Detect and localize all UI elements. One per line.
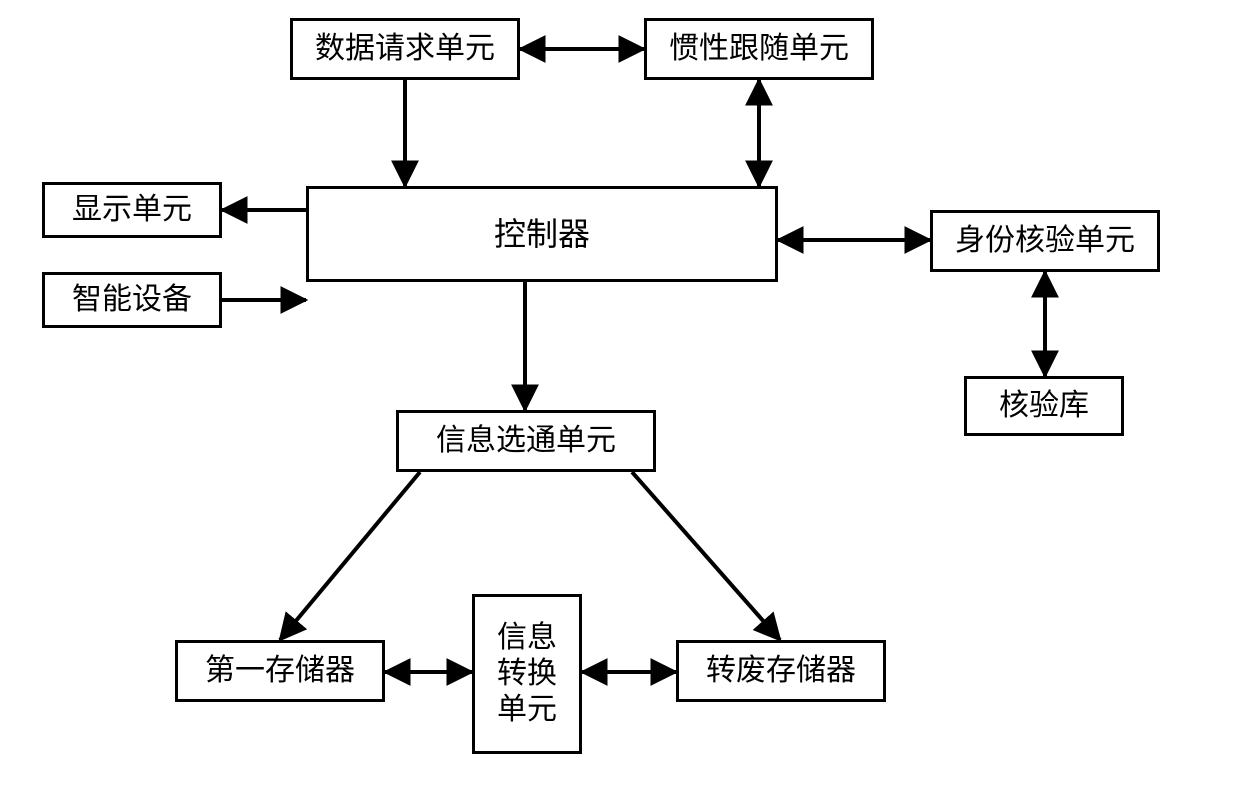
node-label: 显示单元 [72, 192, 192, 228]
node-data_request: 数据请求单元 [290, 18, 520, 80]
node-label: 控制器 [494, 215, 590, 253]
node-info_gate: 信息选通单元 [396, 410, 656, 472]
node-label: 身份核验单元 [955, 223, 1135, 259]
node-label: 转废存储器 [706, 653, 856, 689]
node-label: 信息选通单元 [436, 423, 616, 459]
node-label: 信息 转换 单元 [497, 620, 557, 728]
node-controller: 控制器 [306, 186, 778, 282]
node-label: 第一存储器 [205, 653, 355, 689]
node-label: 智能设备 [72, 282, 192, 318]
node-info_convert: 信息 转换 单元 [472, 594, 582, 754]
node-smart_device: 智能设备 [42, 272, 222, 328]
node-inertia_follow: 惯性跟随单元 [644, 18, 874, 80]
node-label: 核验库 [999, 388, 1089, 424]
node-label: 惯性跟随单元 [669, 31, 849, 67]
node-label: 数据请求单元 [315, 31, 495, 67]
node-identity_verify: 身份核验单元 [930, 210, 1160, 272]
edge-info_gate-first_storage [280, 472, 420, 640]
node-display_unit: 显示单元 [42, 182, 222, 238]
node-first_storage: 第一存储器 [175, 640, 385, 702]
node-waste_storage: 转废存储器 [676, 640, 886, 702]
node-verify_db: 核验库 [964, 376, 1124, 436]
edge-info_gate-waste_storage [632, 472, 780, 640]
